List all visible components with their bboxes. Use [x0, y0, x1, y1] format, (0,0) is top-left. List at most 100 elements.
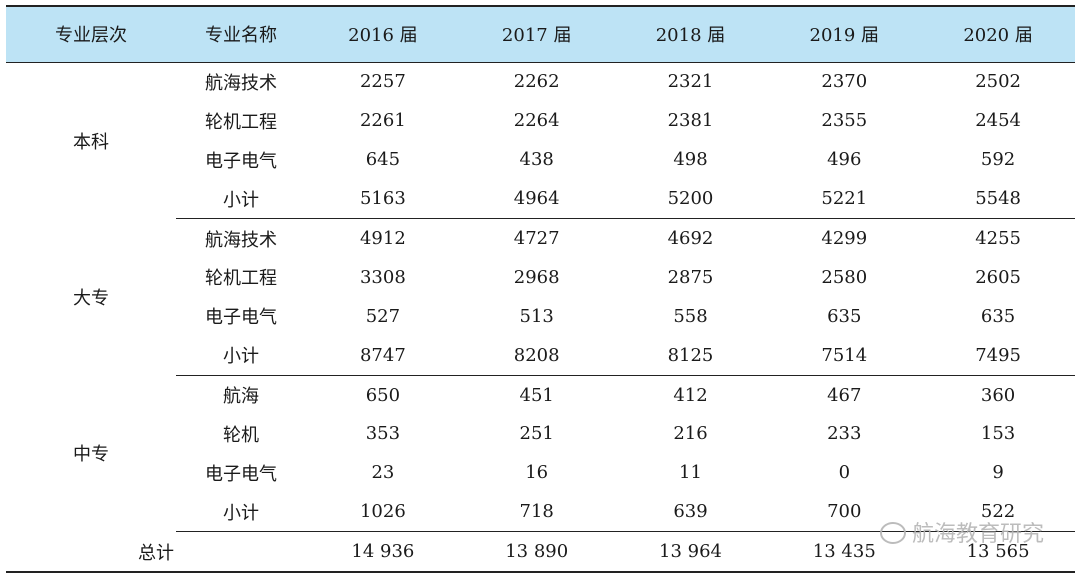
value-cell: 8208	[459, 335, 614, 376]
value-cell: 2502	[975, 71, 1021, 93]
level-cell: 大专	[73, 287, 109, 309]
value-cell: 5221	[767, 179, 922, 220]
total-value: 13 964	[613, 531, 768, 574]
total-row: 总计 14 936 13 890 13 964 13 435 13 565	[6, 531, 1075, 574]
value-cell: 467	[827, 384, 862, 406]
major-cell: 电子电气	[205, 307, 277, 329]
total-value: 13 890	[459, 531, 614, 574]
value-cell: 2454	[975, 110, 1021, 132]
value-cell: 216	[673, 423, 708, 445]
value-cell: 2381	[667, 110, 714, 132]
value-cell: 7495	[921, 335, 1075, 376]
major-cell: 小计	[176, 179, 306, 220]
major-cell: 航海技术	[205, 72, 277, 94]
value-cell: 527	[365, 305, 401, 327]
value-cell: 233	[827, 423, 862, 445]
value-cell: 11	[679, 462, 702, 484]
value-cell: 3308	[359, 266, 406, 288]
value-cell: 513	[519, 305, 554, 327]
table-header: 专业层次 专业名称 2016 届 2017 届 2018 届 2019 届 20…	[6, 5, 1075, 63]
total-label: 总计	[6, 531, 306, 574]
major-cell: 轮机工程	[205, 111, 277, 133]
value-cell: 558	[673, 305, 708, 327]
value-cell: 4727	[513, 228, 560, 249]
value-cell: 438	[519, 149, 554, 171]
data-table-container: 专业层次 专业名称 2016 届 2017 届 2018 届 2019 届 20…	[6, 5, 1075, 574]
value-cell: 639	[613, 492, 768, 533]
value-cell: 451	[519, 384, 554, 406]
graduates-table: 专业层次 专业名称 2016 届 2017 届 2018 届 2019 届 20…	[6, 5, 1075, 574]
table-row: 轮机工程 2261 2264 2381 2355 2454	[6, 101, 1075, 140]
table-row: 中专 航海 650 451 412 467 360	[6, 375, 1075, 466]
value-cell: 2257	[359, 71, 406, 93]
watermark: 航海教育研究	[879, 516, 1044, 548]
value-cell: 4964	[459, 179, 614, 220]
value-cell: 2355	[821, 110, 868, 132]
header-2016: 2016 届	[306, 5, 460, 63]
header-2017: 2017 届	[459, 5, 614, 63]
header-2019: 2019 届	[767, 5, 922, 63]
major-cell: 轮机	[223, 424, 259, 446]
major-cell: 小计	[176, 492, 306, 533]
table-row: 大专 航海技术 4912 4727 4692 4299 4255	[6, 219, 1075, 309]
table-row: 小计 5163 4964 5200 5221 5548	[6, 179, 1075, 220]
header-major: 专业名称	[176, 5, 306, 63]
value-cell: 353	[365, 423, 401, 445]
header-level: 专业层次	[6, 5, 176, 63]
level-cell: 本科	[73, 131, 109, 153]
value-cell: 2321	[667, 71, 714, 93]
value-cell: 8125	[613, 335, 768, 376]
value-cell: 8747	[306, 335, 460, 376]
header-2018: 2018 届	[613, 5, 768, 63]
major-cell: 航海技术	[205, 229, 277, 251]
table-row: 小计 8747 8208 8125 7514 7495	[6, 335, 1075, 376]
value-cell: 412	[673, 384, 708, 406]
value-cell: 522	[921, 492, 1075, 533]
major-cell: 航海	[223, 386, 259, 408]
value-cell: 2370	[821, 71, 868, 93]
value-cell: 2875	[667, 266, 714, 288]
header-row: 专业层次 专业名称 2016 届 2017 届 2018 届 2019 届 20…	[6, 5, 1075, 63]
value-cell: 645	[365, 149, 401, 171]
value-cell: 23	[371, 462, 395, 484]
table-row: 小计 1026 718 639 700 522	[6, 492, 1075, 533]
table-row: 电子电气 527 513 558 635 635	[6, 297, 1075, 336]
table-row: 电子电气 645 438 498 496 592	[6, 140, 1075, 179]
value-cell: 5548	[921, 179, 1075, 220]
value-cell: 4692	[667, 228, 714, 249]
table-row: 轮机工程 3308 2968 2875 2580 2605	[6, 258, 1075, 297]
total-value: 13 565	[921, 531, 1075, 574]
value-cell: 2261	[359, 110, 406, 132]
value-cell: 4912	[359, 228, 406, 249]
watermark-text: 航海教育研究	[911, 522, 1044, 547]
wechat-icon	[879, 522, 906, 544]
value-cell: 498	[673, 149, 708, 171]
value-cell: 1026	[306, 492, 460, 533]
value-cell: 2262	[513, 71, 560, 93]
value-cell: 4255	[975, 228, 1021, 249]
table-row: 轮机 353 251 216 233 153	[6, 415, 1075, 454]
total-value: 14 936	[306, 531, 460, 574]
value-cell: 360	[980, 384, 1016, 406]
value-cell: 718	[459, 492, 614, 533]
value-cell: 592	[980, 149, 1016, 171]
value-cell: 4299	[821, 228, 868, 249]
value-cell: 2264	[513, 110, 560, 132]
value-cell: 16	[525, 462, 549, 484]
value-cell: 153	[980, 423, 1016, 445]
value-cell: 7514	[767, 335, 922, 376]
value-cell: 5163	[306, 179, 460, 220]
value-cell: 2580	[821, 266, 868, 288]
level-cell: 中专	[73, 444, 109, 466]
table-row: 电子电气 23 16 11 0 9	[6, 453, 1075, 492]
header-2020: 2020 届	[921, 5, 1075, 63]
value-cell: 0	[838, 462, 851, 484]
major-cell: 轮机工程	[205, 268, 277, 290]
value-cell: 2968	[513, 266, 560, 288]
major-cell: 小计	[176, 335, 306, 376]
value-cell: 650	[365, 384, 401, 406]
value-cell: 2605	[975, 266, 1021, 288]
value-cell: 496	[827, 149, 862, 171]
table-body: 本科 航海技术 2257 2262 2321 2370 2502 轮机工程 22…	[6, 62, 1075, 574]
value-cell: 635	[980, 305, 1016, 327]
